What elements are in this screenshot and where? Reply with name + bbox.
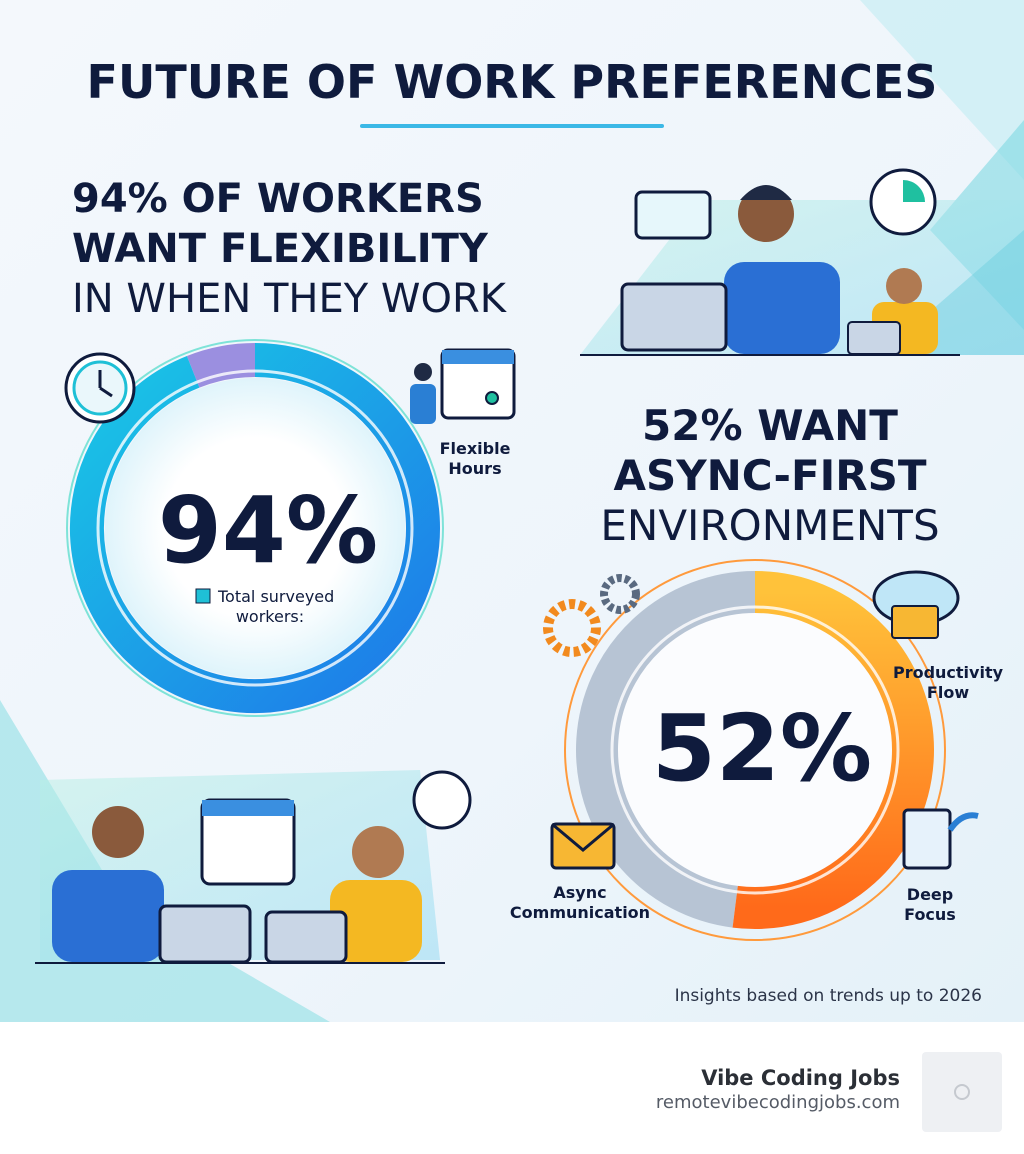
icon-label: Flexible: [440, 439, 511, 458]
heading-line: 52% WANT: [642, 401, 898, 450]
calendar-icon: [410, 348, 516, 424]
donut-inner-line: [96, 369, 414, 687]
decor: [860, 0, 1024, 180]
heading-line: ASYNC-FIRST: [613, 451, 926, 500]
icon-label: Communication: [510, 903, 650, 922]
title: FUTURE OF WORK PREFERENCES: [87, 55, 938, 109]
envelope-icon: [550, 822, 616, 870]
illustration-office: [620, 168, 938, 355]
brand-name: Vibe Coding Jobs: [701, 1066, 900, 1090]
icon-label: Focus: [904, 905, 956, 924]
heading-line: 94% OF WORKERS: [72, 176, 484, 222]
ring-decor: [66, 339, 444, 717]
legend-swatch: [195, 588, 211, 604]
legend-text: Total surveyed: [217, 587, 334, 606]
brand-url: remotevibecodingjobs.com: [656, 1092, 900, 1113]
title-underline: [360, 124, 664, 128]
heading-line: ENVIRONMENTS: [600, 501, 939, 550]
gear-icon: [543, 574, 640, 657]
footnote: Insights based on trends up to 2026: [675, 986, 982, 1006]
brand-logo-mark: [954, 1084, 970, 1100]
clock-icon: [64, 352, 136, 424]
document-icon: [902, 808, 979, 870]
icon-label: Productivity: [893, 663, 1004, 682]
donut-center: [617, 612, 893, 888]
heading-line: WANT FLEXIBILITY: [72, 226, 489, 272]
donut-value: 52%: [652, 695, 872, 802]
icon-label: Async: [553, 883, 606, 902]
heading-line: IN WHEN THEY WORK: [72, 276, 508, 322]
icon-label: Deep: [907, 885, 953, 904]
donut-center: [105, 378, 405, 678]
donut-inner-line: [610, 605, 900, 895]
icon-label: Hours: [448, 459, 501, 478]
donut: [576, 571, 934, 929]
brand-logo: [922, 1052, 1002, 1132]
ring-decor: [564, 559, 946, 941]
icon-label: Flow: [927, 683, 969, 702]
cloud-icon: [872, 570, 960, 639]
donut-remainder: [576, 571, 756, 928]
donut-remainder: [186, 343, 256, 388]
donut-value: 94%: [158, 477, 378, 584]
legend-text: workers:: [236, 607, 304, 626]
donut: [70, 343, 440, 713]
illustration-team: [52, 770, 472, 964]
donut-arc: [732, 571, 934, 929]
donut-arc: [70, 343, 440, 713]
